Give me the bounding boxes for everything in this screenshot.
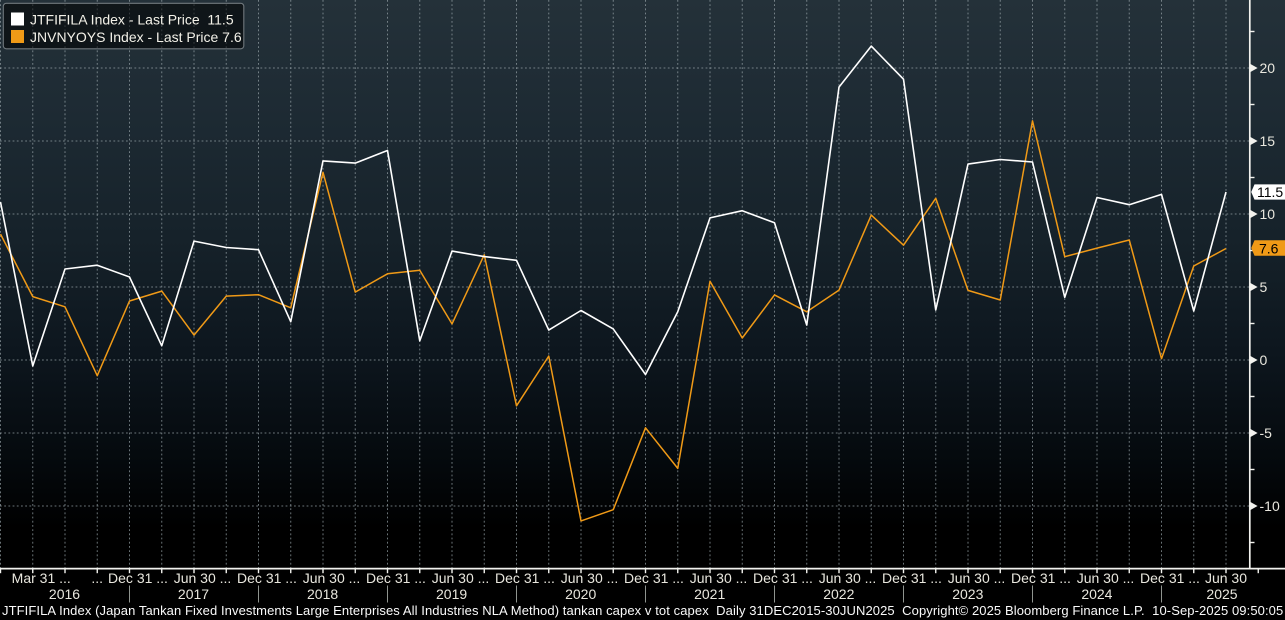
svg-text:Jun 30 ...: Jun 30 ... (303, 570, 361, 586)
svg-text:2019: 2019 (436, 586, 467, 602)
svg-text:7.6: 7.6 (1259, 240, 1279, 256)
svg-text:Jun 30: Jun 30 (1205, 570, 1247, 586)
svg-text:11.5: 11.5 (1257, 184, 1283, 200)
svg-text:2017: 2017 (178, 586, 209, 602)
svg-text:2016: 2016 (49, 586, 80, 602)
svg-text:JTFIFILA Index (Japan Tankan F: JTFIFILA Index (Japan Tankan Fixed Inves… (2, 603, 1283, 618)
svg-text:2023: 2023 (952, 586, 983, 602)
svg-text:Jun 30 ...: Jun 30 ... (1077, 570, 1135, 586)
svg-text:Jun 30 ...: Jun 30 ... (174, 570, 232, 586)
svg-text:JTFIFILA Index - Last Price 1: JTFIFILA Index - Last Price 11.5 (30, 11, 234, 27)
svg-text:Jun 30 ...: Jun 30 ... (948, 570, 1006, 586)
svg-text:2022: 2022 (823, 586, 854, 602)
svg-text:2024: 2024 (1081, 586, 1112, 602)
svg-text:2020: 2020 (565, 586, 596, 602)
svg-text:Dec 31 ...: Dec 31 ... (237, 570, 297, 586)
svg-text:2018: 2018 (307, 586, 338, 602)
svg-text:-5: -5 (1260, 425, 1273, 441)
svg-text:Dec 31 ...: Dec 31 ... (1140, 570, 1200, 586)
svg-text:Dec 31 ...: Dec 31 ... (1011, 570, 1071, 586)
svg-text:2021: 2021 (694, 586, 725, 602)
svg-text:Jun 30 ...: Jun 30 ... (561, 570, 619, 586)
svg-text:15: 15 (1260, 133, 1276, 149)
svg-text:-10: -10 (1260, 498, 1280, 514)
svg-text:...: ... (91, 570, 103, 586)
svg-text:Jun 30 ...: Jun 30 ... (432, 570, 490, 586)
svg-text:Dec 31 ...: Dec 31 ... (366, 570, 426, 586)
svg-text:Jun 30 ...: Jun 30 ... (690, 570, 748, 586)
svg-text:0: 0 (1260, 352, 1268, 368)
svg-text:Mar 31 ...: Mar 31 ... (12, 570, 71, 586)
svg-text:JNVNYOYS Index - Last Price 7.: JNVNYOYS Index - Last Price 7.6 (30, 29, 242, 45)
svg-text:2025: 2025 (1206, 586, 1237, 602)
svg-text:Dec 31 ...: Dec 31 ... (495, 570, 555, 586)
svg-text:Dec 31 ...: Dec 31 ... (753, 570, 813, 586)
svg-text:Dec 31 ...: Dec 31 ... (108, 570, 168, 586)
svg-text:20: 20 (1260, 60, 1276, 76)
svg-text:10: 10 (1260, 206, 1276, 222)
svg-text:Dec 31 ...: Dec 31 ... (624, 570, 684, 586)
svg-text:5: 5 (1260, 279, 1268, 295)
svg-text:Dec 31 ...: Dec 31 ... (882, 570, 942, 586)
svg-text:Jun 30 ...: Jun 30 ... (819, 570, 877, 586)
